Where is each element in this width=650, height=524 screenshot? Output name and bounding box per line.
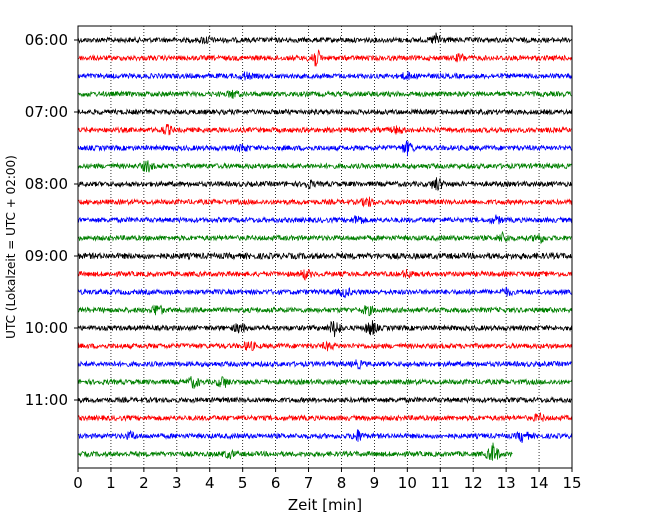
x-tick-label-5: 5 (238, 474, 248, 492)
x-tick-label-1: 1 (106, 474, 116, 492)
y-tick-label-0600: 06:00 (25, 31, 68, 49)
x-tick-label-0: 0 (73, 474, 83, 492)
x-tick-label-13: 13 (497, 474, 516, 492)
trace-1030 (77, 359, 573, 370)
x-tick-label-4: 4 (205, 474, 215, 492)
trace-0600 (77, 32, 573, 45)
x-tick-label-14: 14 (530, 474, 549, 492)
trace-0815 (77, 196, 573, 208)
x-tick-label-10: 10 (398, 474, 417, 492)
x-tick-label-11: 11 (431, 474, 450, 492)
x-tick-label-9: 9 (370, 474, 380, 492)
trace-1115 (77, 411, 573, 422)
x-axis-ticks: 0 1 2 3 4 5 6 7 8 9 10 11 12 13 14 15 (73, 468, 582, 492)
trace-0945 (77, 304, 573, 317)
trace-0915 (77, 268, 573, 281)
y-axis-ticks: 06:00 07:00 08:00 09:00 10:00 11:00 (25, 31, 78, 409)
x-tick-label-2: 2 (139, 474, 149, 492)
trace-0730 (77, 140, 573, 157)
x-tick-label-12: 12 (464, 474, 483, 492)
trace-0700 (77, 108, 573, 116)
trace-0930 (77, 286, 573, 299)
trace-1000 (77, 320, 573, 338)
x-tick-label-3: 3 (172, 474, 182, 492)
trace-0800 (77, 177, 573, 192)
trace-1100 (77, 395, 573, 404)
x-tick-label-7: 7 (304, 474, 314, 492)
x-axis-label: Zeit [min] (288, 496, 362, 514)
trace-0630 (77, 70, 573, 81)
x-tick-label-6: 6 (271, 474, 281, 492)
trace-1045 (77, 376, 573, 389)
y-tick-label-0800: 08:00 (25, 175, 68, 193)
trace-series-group (77, 32, 573, 461)
y-tick-label-0700: 07:00 (25, 103, 68, 121)
trace-0645 (77, 89, 573, 99)
y-tick-label-1100: 11:00 (25, 391, 68, 409)
trace-0830 (77, 214, 573, 225)
trace-1015 (77, 340, 573, 352)
trace-0715 (77, 123, 573, 136)
y-tick-label-0900: 09:00 (25, 247, 68, 265)
trace-1130 (77, 429, 573, 444)
trace-0845 (77, 230, 573, 245)
trace-1145 (77, 442, 513, 461)
trace-0900 (77, 251, 573, 261)
trace-0615 (77, 49, 573, 67)
trace-0745 (77, 160, 573, 173)
plot-frame (77, 25, 573, 469)
x-tick-label-15: 15 (562, 474, 581, 492)
y-axis-label: UTC (Lokalzeit = UTC + 02:00) (4, 155, 18, 339)
x-tick-label-8: 8 (337, 474, 347, 492)
y-tick-label-1000: 10:00 (25, 319, 68, 337)
